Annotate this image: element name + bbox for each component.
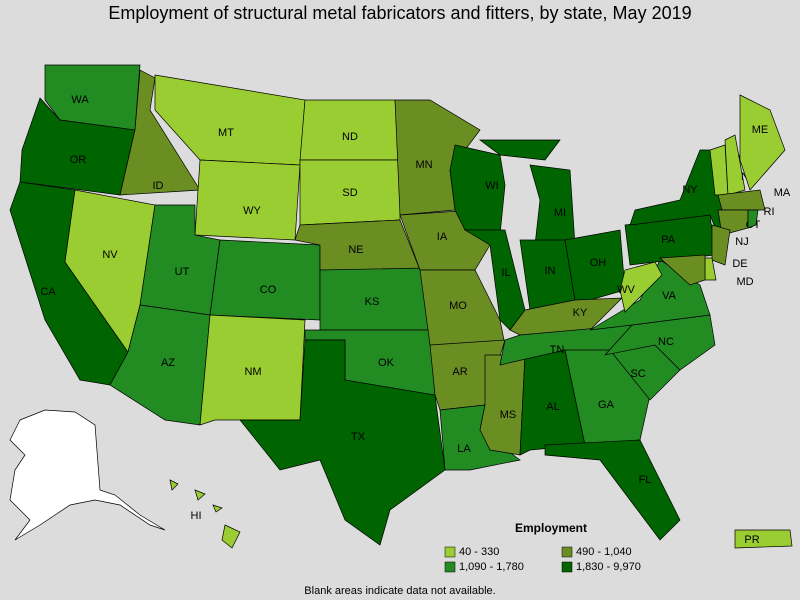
state-label: DE xyxy=(732,258,747,270)
state-label: PR xyxy=(744,534,759,546)
state-label: NC xyxy=(658,336,674,348)
state-label: NE xyxy=(348,244,363,256)
state-label: UT xyxy=(175,266,190,278)
state-label: WV xyxy=(617,284,635,296)
map-title: Employment of structural metal fabricato… xyxy=(108,3,691,23)
state-label: OR xyxy=(70,154,87,166)
state-label: ID xyxy=(153,180,164,192)
state xyxy=(589,259,711,331)
state xyxy=(479,354,526,456)
state-label: TX xyxy=(351,431,366,443)
state-label: ME xyxy=(752,124,769,136)
state-label: ND xyxy=(342,131,358,143)
state xyxy=(194,159,301,241)
state xyxy=(209,239,321,321)
state-label: MO xyxy=(449,300,467,312)
legend-swatch xyxy=(444,561,456,573)
state xyxy=(212,504,223,513)
state-label: PA xyxy=(661,234,676,246)
state-label: NJ xyxy=(735,236,748,248)
state-label: OH xyxy=(590,257,607,269)
legend-swatch xyxy=(561,561,573,573)
state-label: CA xyxy=(40,286,56,298)
state-label: SD xyxy=(342,187,357,199)
state-label: TN xyxy=(550,344,565,356)
state xyxy=(739,94,786,191)
state xyxy=(734,529,793,549)
state-label: WY xyxy=(243,205,261,217)
state xyxy=(221,524,241,549)
state-label: NY xyxy=(682,184,698,196)
state-label: MS xyxy=(500,409,517,421)
state-label: MD xyxy=(736,276,753,288)
state xyxy=(169,479,179,491)
state xyxy=(747,209,759,229)
state-label: MI xyxy=(554,207,566,219)
state xyxy=(544,439,681,541)
legend-label: 40 - 330 xyxy=(459,546,499,558)
state xyxy=(194,489,206,501)
state-label: MN xyxy=(415,159,432,171)
state-label: AL xyxy=(546,401,559,413)
state xyxy=(724,134,746,196)
state xyxy=(239,339,446,546)
footnote: Blank areas indicate data not available. xyxy=(304,585,495,597)
state-label: NM xyxy=(244,366,261,378)
state-label: LA xyxy=(457,443,471,455)
alaska xyxy=(9,409,166,541)
state-label: IA xyxy=(437,231,448,243)
state-label: NV xyxy=(102,249,118,261)
legend-label: 490 - 1,040 xyxy=(576,546,632,558)
state-label: SC xyxy=(630,368,645,380)
state-label: KS xyxy=(365,296,380,308)
state-label: KY xyxy=(573,307,588,319)
state-label: MT xyxy=(218,127,234,139)
state-label: RI xyxy=(764,206,775,218)
state-label: VA xyxy=(662,290,677,302)
state-label: HI xyxy=(191,510,202,522)
state xyxy=(619,261,663,313)
state-label: OK xyxy=(378,357,395,369)
state-label: AR xyxy=(452,366,467,378)
state xyxy=(717,189,766,211)
state xyxy=(419,269,506,346)
state-label: WA xyxy=(71,94,89,106)
state-label: MA xyxy=(774,187,791,199)
state-label: CO xyxy=(260,284,277,296)
state-label: FL xyxy=(639,474,652,486)
legend-title: Employment xyxy=(515,521,587,535)
state-label: AZ xyxy=(161,357,175,369)
state xyxy=(711,224,731,266)
legend-swatch xyxy=(561,546,573,558)
state-label: GA xyxy=(598,399,615,411)
state xyxy=(478,139,561,161)
state xyxy=(564,229,626,301)
legend-swatch xyxy=(444,546,456,558)
legend-label: 1,090 - 1,780 xyxy=(459,561,524,573)
state xyxy=(659,254,706,286)
state-label: IN xyxy=(545,265,556,277)
state-label: IL xyxy=(501,267,510,279)
legend-label: 1,830 - 9,970 xyxy=(576,561,641,573)
state-label: WI xyxy=(485,180,498,192)
